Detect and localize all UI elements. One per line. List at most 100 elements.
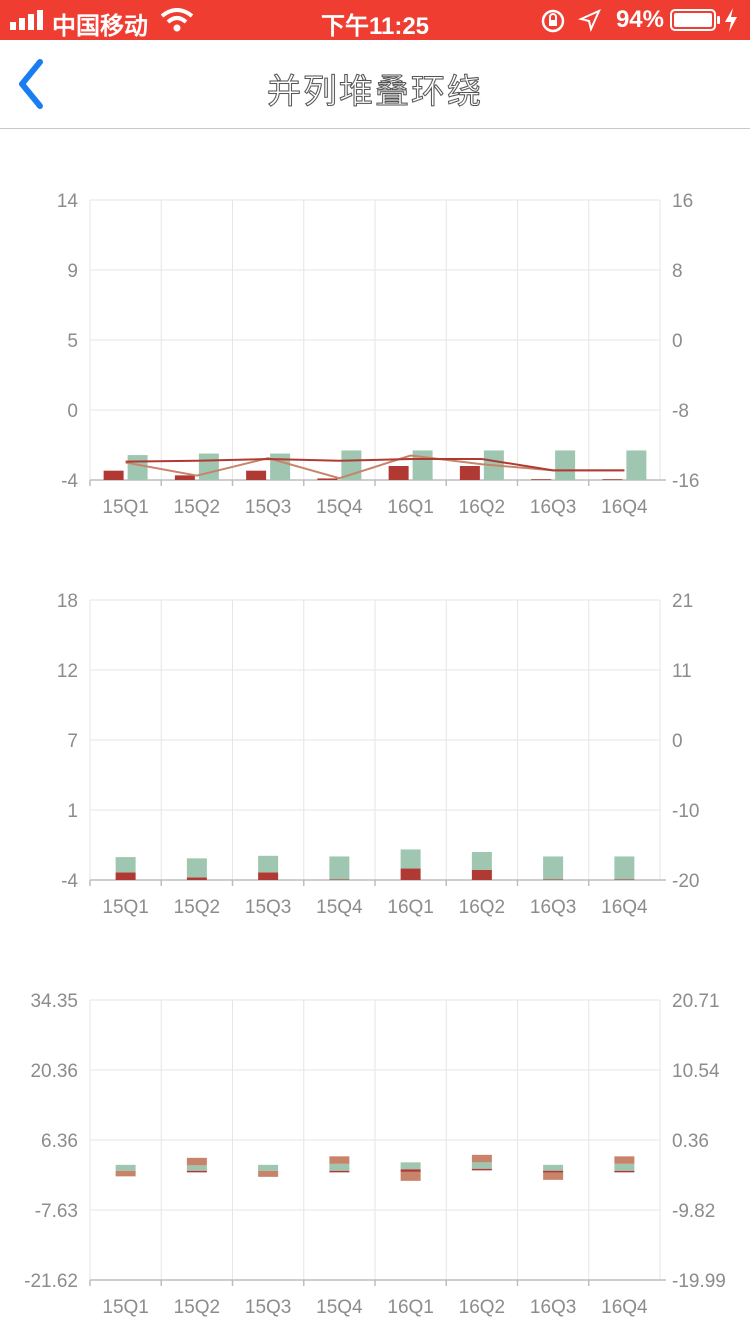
chart-grouped: 14 9 5 0 -4 16 8 0 -8 -16 15Q1 15Q2 15Q3 15Q4 16Q1 16Q2… <box>0 190 750 520</box>
bar-16Q1-s0 <box>388 466 409 480</box>
y-tick-right: 0 <box>672 731 683 752</box>
location-icon <box>578 9 601 32</box>
y-tick-left: 7 <box>67 731 78 752</box>
y-tick-right: 11 <box>672 661 692 682</box>
segment-16Q4-s0 <box>614 1163 635 1171</box>
y-tick-left: 6.36 <box>41 1131 78 1152</box>
segment-15Q2-s0 <box>186 1165 207 1171</box>
x-tick-label: 15Q2 <box>174 497 220 518</box>
x-tick-label: 15Q1 <box>102 897 148 918</box>
chart-grouped-svg: 14 9 5 0 -4 16 8 0 -8 -16 15Q1 15Q2 15Q3 15Q4 16Q1 16Q2… <box>57 191 700 518</box>
x-tick-label: 16Q2 <box>459 897 505 918</box>
y-tick-right: -8 <box>672 401 689 422</box>
y-tick-left: -4 <box>61 471 78 492</box>
stack-16Q4-s0 <box>614 879 635 880</box>
stack-15Q3-s0 <box>258 872 279 880</box>
bar-16Q2-s0 <box>459 466 480 480</box>
stack-15Q3-s1 <box>258 855 279 873</box>
stack-15Q2-s1 <box>186 858 207 878</box>
x-tick-label: 16Q3 <box>530 1297 576 1318</box>
segment-16Q3-s1 <box>543 1170 564 1180</box>
stack-16Q3-s1 <box>543 856 564 880</box>
bar-16Q4-s0 <box>602 479 623 480</box>
bar-16Q4-s1 <box>626 450 647 480</box>
segment-15Q3-s1 <box>258 1170 279 1177</box>
segment-16Q3-s2 <box>543 1170 564 1173</box>
stack-16Q1-s0 <box>400 868 421 880</box>
chart-surround-svg: 34.35 20.36 6.36 -7.63 -21.62 20.71 10.54 0.36 -… <box>24 991 726 1318</box>
segment-16Q3-s0 <box>543 1164 564 1171</box>
clock: 下午11:25 <box>320 13 430 40</box>
charging-icon <box>725 8 737 32</box>
y-tick-left: 14 <box>57 191 79 212</box>
x-tick-label: 15Q4 <box>316 897 363 918</box>
y-tick-left: 20.36 <box>30 1061 78 1082</box>
stack-15Q4-s1 <box>329 856 350 880</box>
stack-16Q1-s1 <box>400 849 421 869</box>
x-tick-label: 15Q3 <box>245 1297 291 1318</box>
x-tick-label: 15Q1 <box>102 1297 148 1318</box>
x-tick-label: 15Q3 <box>245 497 291 518</box>
bar-15Q2-s0 <box>174 475 195 480</box>
x-tick-label: 16Q4 <box>601 1297 648 1318</box>
y-tick-right: -10 <box>672 801 699 822</box>
page-title: 并列堆叠环绕 <box>267 73 483 112</box>
back-button[interactable] <box>10 54 54 114</box>
segment-15Q2-s2 <box>186 1170 207 1173</box>
segment-16Q4-s1 <box>614 1156 635 1164</box>
x-tick-label: 16Q4 <box>601 897 648 918</box>
chart-surround: 34.35 20.36 6.36 -7.63 -21.62 20.71 10.54 0.36 -… <box>0 990 750 1320</box>
y-tick-left: 34.35 <box>30 991 78 1012</box>
status-bar: 中国移动 下午11:25 94% <box>0 0 750 40</box>
bar-15Q4-s1 <box>341 450 362 480</box>
chart-stacked: 18 12 7 1 -4 21 11 0 -10 -20 15Q1 15Q2 15Q3 15Q4 16Q1 1… <box>0 590 750 920</box>
battery-icon <box>670 9 720 31</box>
x-tick-label: 16Q1 <box>387 1297 433 1318</box>
y-tick-left: 1 <box>67 801 78 822</box>
x-tick-label: 16Q1 <box>387 897 433 918</box>
y-tick-right: 10.54 <box>672 1061 720 1082</box>
bar-16Q3-s0 <box>531 479 552 480</box>
segment-15Q4-s2 <box>329 1170 350 1173</box>
bar-15Q4-s0 <box>317 478 338 480</box>
orientation-lock-icon <box>541 9 565 33</box>
chevron-left-icon <box>19 59 43 109</box>
bar-15Q2-s1 <box>198 453 219 480</box>
x-tick-label: 16Q3 <box>530 897 576 918</box>
segment-16Q1-s2 <box>400 1169 421 1172</box>
y-tick-right: 16 <box>672 191 693 212</box>
segment-16Q1-s0 <box>400 1162 421 1170</box>
y-tick-right: -16 <box>672 471 699 492</box>
signal-icon <box>10 10 43 30</box>
bar-15Q1-s1 <box>127 455 148 480</box>
y-tick-right: 20.71 <box>672 991 720 1012</box>
battery-percent: 94% <box>615 6 664 33</box>
x-tick-label: 16Q2 <box>459 1297 505 1318</box>
y-tick-right: -20 <box>672 871 699 892</box>
segment-15Q1-s0 <box>115 1164 136 1171</box>
y-tick-left: 9 <box>67 261 78 282</box>
x-tick-label: 15Q4 <box>316 497 363 518</box>
bar-16Q3-s1 <box>555 450 576 480</box>
segment-16Q2-s2 <box>471 1168 492 1171</box>
segment-15Q3-s0 <box>258 1164 279 1171</box>
y-tick-right: 0.36 <box>672 1131 709 1152</box>
bar-15Q1-s0 <box>103 470 124 480</box>
segment-16Q4-s2 <box>614 1170 635 1173</box>
stack-15Q1-s1 <box>115 857 136 873</box>
stack-15Q4-s0 <box>329 879 350 880</box>
bar-15Q3-s1 <box>270 453 291 480</box>
y-tick-left: -4 <box>61 871 78 892</box>
y-tick-right: -19.99 <box>672 1271 726 1292</box>
y-tick-left: -7.63 <box>35 1201 78 1222</box>
segment-16Q1-s1 <box>400 1171 421 1181</box>
segment-15Q4-s0 <box>329 1163 350 1171</box>
y-tick-left: 12 <box>57 661 78 682</box>
x-tick-label: 16Q2 <box>459 497 505 518</box>
segment-16Q2-s0 <box>471 1162 492 1169</box>
x-tick-label: 16Q1 <box>387 497 433 518</box>
wifi-icon <box>160 8 194 32</box>
stack-16Q2-s0 <box>471 869 492 880</box>
segment-15Q4-s1 <box>329 1156 350 1164</box>
y-tick-right: 21 <box>672 591 693 612</box>
